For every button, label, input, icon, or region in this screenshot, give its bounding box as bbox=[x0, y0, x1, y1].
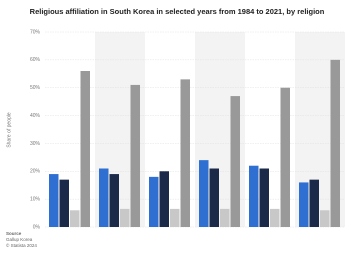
y-tick-label: 60% bbox=[30, 57, 41, 63]
bar bbox=[99, 168, 109, 227]
bar bbox=[249, 165, 259, 227]
bar bbox=[230, 96, 240, 227]
bar bbox=[199, 160, 209, 227]
bar bbox=[309, 179, 319, 227]
bar bbox=[59, 179, 69, 227]
bar bbox=[209, 168, 219, 227]
y-tick-label: 30% bbox=[30, 141, 41, 147]
y-tick-label: 50% bbox=[30, 85, 41, 91]
y-tick-label: 10% bbox=[30, 196, 41, 202]
y-axis-label: Share of people bbox=[6, 112, 12, 148]
bar bbox=[220, 208, 230, 227]
bar bbox=[49, 174, 59, 227]
bar bbox=[280, 87, 290, 227]
bar bbox=[130, 84, 140, 227]
bar bbox=[299, 182, 309, 227]
bar bbox=[70, 210, 80, 227]
bar bbox=[80, 71, 90, 227]
bar bbox=[330, 59, 340, 227]
bar bbox=[149, 176, 159, 227]
bar bbox=[109, 174, 119, 227]
bar bbox=[120, 208, 130, 227]
source-line: © Statista 2024 bbox=[6, 242, 37, 248]
y-tick-label: 0% bbox=[33, 224, 41, 230]
source-heading: Source bbox=[6, 231, 22, 236]
bar bbox=[320, 210, 330, 227]
chart-title: Religious affiliation in South Korea in … bbox=[30, 7, 325, 16]
bar bbox=[270, 208, 280, 227]
source-line: Gallup Korea bbox=[6, 237, 33, 242]
bar bbox=[259, 168, 269, 227]
bar bbox=[180, 79, 190, 227]
bar bbox=[170, 208, 180, 227]
y-tick-label: 70% bbox=[30, 29, 41, 35]
bar bbox=[159, 171, 169, 227]
y-tick-label: 40% bbox=[30, 113, 41, 119]
y-tick-label: 20% bbox=[30, 169, 41, 175]
